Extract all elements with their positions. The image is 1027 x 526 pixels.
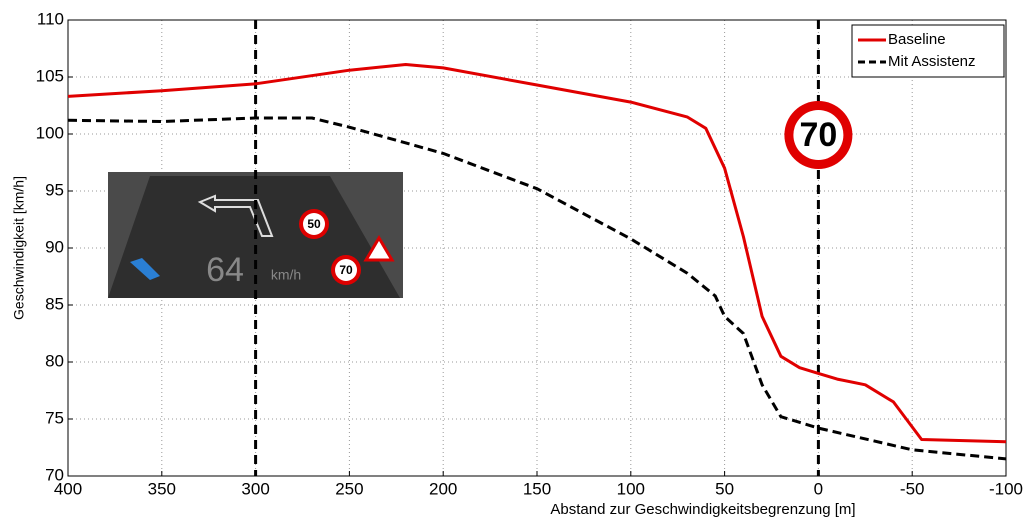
legend-label: Baseline (888, 31, 946, 48)
x-tick-label: -50 (900, 479, 925, 498)
inset-arrow (197, 194, 274, 237)
y-tick-label: 70 (45, 465, 64, 484)
x-axis-label: Abstand zur Geschwindigkeitsbegrenzung [… (550, 501, 855, 518)
x-tick-label: 150 (523, 479, 551, 498)
x-tick-label: 300 (241, 479, 269, 498)
inset-icon (130, 258, 160, 280)
y-tick-label: 80 (45, 351, 64, 370)
inset-sign-label: 70 (339, 263, 353, 277)
x-tick-label: 400 (54, 479, 82, 498)
y-tick-label: 95 (45, 180, 64, 199)
y-axis-label: Geschwindigkeit [km/h] (11, 176, 27, 320)
y-tick-label: 110 (37, 9, 64, 28)
speed-sign-label: 70 (799, 116, 837, 154)
inset-sign-inner (335, 259, 357, 281)
y-tick-label: 90 (45, 237, 64, 256)
legend-box (851, 24, 1005, 78)
x-tick-label: 200 (429, 479, 457, 498)
inset-warning (363, 235, 395, 262)
x-tick-label: 250 (335, 479, 363, 498)
inset-road (108, 176, 400, 298)
y-tick-label: 85 (45, 294, 64, 313)
x-tick-label: 50 (715, 479, 734, 498)
x-tick-label: 0 (814, 479, 823, 498)
x-tick-label: 100 (617, 479, 645, 498)
x-tick-label: 350 (148, 479, 176, 498)
inset-unit: km/h (271, 267, 301, 283)
inset-speed: 64 (206, 251, 244, 289)
y-tick-label: 100 (36, 123, 64, 142)
speed-sign-inner (793, 110, 844, 160)
series-line (67, 63, 1007, 444)
plot-frame (67, 19, 1007, 477)
x-tick-label: -100 (989, 479, 1023, 498)
inset-sign-label: 50 (307, 217, 321, 231)
y-tick-label: 105 (36, 66, 64, 85)
legend-label: Mit Assistenz (888, 53, 976, 70)
y-tick-label: 75 (45, 408, 64, 427)
inset-sign-inner (303, 213, 325, 235)
series-line (67, 116, 1007, 461)
